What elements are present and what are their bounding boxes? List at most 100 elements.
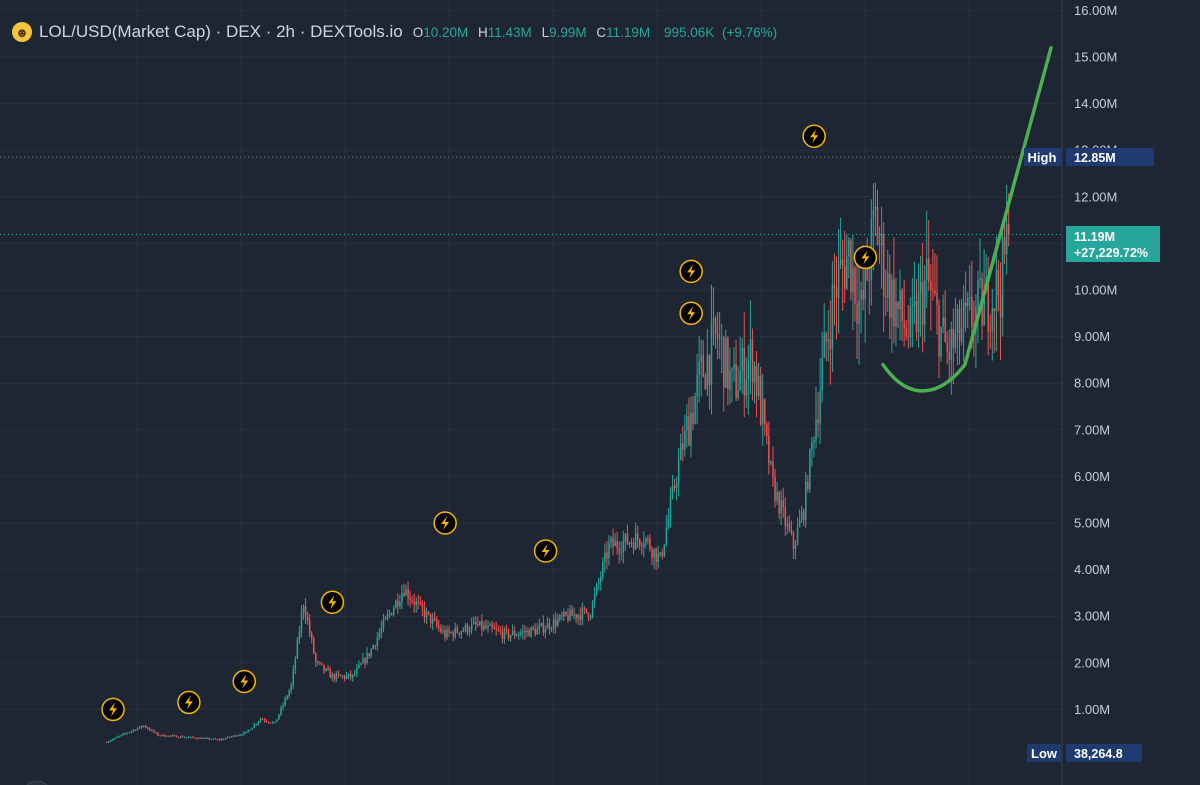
y-tick-label: 4.00M (1074, 562, 1110, 577)
candle-body (452, 632, 454, 637)
candle-body (926, 258, 928, 280)
candle-body (462, 630, 465, 632)
candle-body (427, 611, 430, 614)
candle-body (620, 552, 623, 554)
candle-body (208, 738, 210, 740)
candle-body (997, 269, 1000, 296)
candle-body (475, 621, 477, 625)
candle-body (950, 329, 953, 360)
candle-body (313, 638, 315, 654)
candle-body (446, 629, 448, 638)
candle-body (366, 653, 368, 663)
candle-body (425, 611, 428, 618)
candle-body (222, 738, 225, 740)
candle-body (554, 619, 557, 626)
candle-body (911, 305, 914, 307)
candle-body (708, 355, 711, 385)
candle-body (548, 623, 551, 630)
candle-body (288, 690, 290, 697)
candle-body (784, 507, 787, 526)
candle-body (645, 538, 647, 544)
candle-body (604, 552, 606, 563)
candle-body (151, 730, 153, 732)
candle-body (214, 738, 217, 740)
candle-body (630, 542, 633, 544)
candle-body (778, 492, 780, 514)
candle-body (323, 664, 325, 671)
candle-body (235, 735, 237, 737)
candle-body (665, 527, 668, 545)
high-label-bg (1024, 148, 1061, 166)
candle-body (673, 485, 676, 489)
candle-body (589, 616, 592, 618)
candle-body (581, 608, 584, 620)
candle-body (952, 329, 955, 348)
candle-body (907, 336, 910, 338)
candle-body (259, 718, 262, 722)
candle-body (308, 620, 311, 634)
high-price-tag-bg (1066, 148, 1154, 166)
candle-body (118, 736, 120, 738)
candle-body (188, 737, 190, 739)
candle-body (306, 617, 309, 621)
candle-body (897, 301, 899, 310)
candle-body (807, 481, 809, 490)
candle-body (280, 707, 282, 715)
candle-body (991, 308, 994, 332)
candle-body (803, 511, 805, 520)
symbol-title[interactable]: LOL/USD(Market Cap) · DEX · 2h · DEXTool… (39, 22, 403, 41)
candle-body (587, 612, 590, 618)
lightning-bolt (328, 595, 337, 610)
candle-body (995, 269, 998, 312)
candle-body (741, 347, 743, 372)
lightning-bolt (541, 543, 550, 558)
candle-body (643, 543, 645, 547)
candle-body (639, 539, 641, 546)
candle-body (866, 261, 869, 280)
candle-body (354, 673, 356, 675)
candle-body (815, 419, 817, 441)
candle-body (565, 612, 567, 616)
candle-body (526, 630, 528, 633)
candle-body (362, 658, 364, 664)
candle-body (530, 627, 532, 637)
candle-body (680, 443, 682, 461)
low-label: Low (1031, 746, 1058, 761)
candle-body (352, 674, 354, 678)
price-axis[interactable]: 1.00M 2.00M 3.00M 4.00M 5.00M 6.00M 7.00M 8.00M… (1074, 3, 1117, 717)
candle-body (932, 289, 934, 291)
candle-body (692, 412, 694, 424)
candle-body (612, 538, 614, 547)
candle-body (134, 729, 137, 731)
candle-body (239, 734, 241, 736)
candle-body (747, 360, 750, 380)
candle-body (962, 302, 965, 329)
candle-body (915, 300, 918, 332)
candle-body (489, 624, 491, 626)
candle-body (520, 632, 522, 635)
candle-body (710, 322, 713, 385)
candle-body (255, 723, 258, 725)
candle-body (895, 301, 897, 327)
candle-body (569, 609, 571, 621)
candle-body (1003, 236, 1006, 255)
candle-body (610, 538, 612, 543)
candle-body (716, 333, 719, 339)
candle-body (901, 290, 903, 322)
candle-body (450, 632, 452, 634)
low-label-legend: L (541, 24, 550, 40)
candle-body (657, 554, 659, 562)
open-value: 10.20M (423, 24, 469, 40)
candle-body (483, 625, 485, 630)
candle-body (882, 234, 885, 296)
candle-body (636, 533, 639, 540)
high-label-legend: H (478, 24, 488, 40)
candle-body (831, 284, 834, 349)
candle-body (759, 375, 762, 425)
candle-body (1005, 224, 1008, 255)
candle-body (220, 738, 223, 740)
candle-body (216, 739, 219, 741)
candle-body (311, 633, 313, 639)
y-tick-label: 7.00M (1074, 422, 1110, 437)
